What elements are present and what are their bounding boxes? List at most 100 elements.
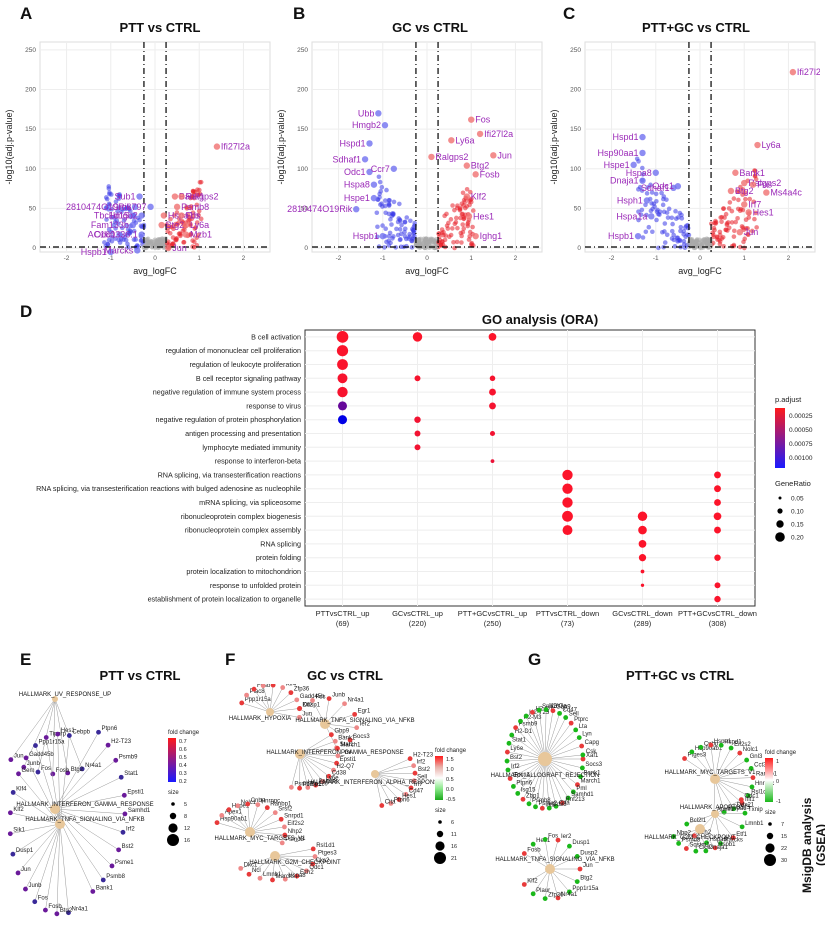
labeled-point xyxy=(639,149,646,157)
scatter-point xyxy=(190,188,196,194)
gene-node xyxy=(749,784,755,790)
gene-node xyxy=(335,753,341,759)
network-edge xyxy=(714,745,722,780)
y-tick-label: 150 xyxy=(297,126,308,133)
gene-node xyxy=(246,871,252,877)
gene-label: Hes1 xyxy=(753,207,774,217)
go-term-label: response to virus xyxy=(246,401,301,410)
gene-node xyxy=(10,790,16,795)
gene-node xyxy=(563,715,569,720)
panel-letter-a: A xyxy=(20,4,33,23)
legend-size-tick: 0.20 xyxy=(791,535,804,542)
scatter-point xyxy=(122,234,128,240)
scatter-point xyxy=(459,211,465,217)
pathway-label: HALLMARK_HYPOXIA xyxy=(229,716,291,722)
network-edge xyxy=(374,773,415,781)
scatter-point xyxy=(116,221,121,226)
x-tick-label: -2 xyxy=(609,255,615,262)
go-dot xyxy=(489,430,496,437)
network-edge xyxy=(299,734,332,755)
gene-node-label: Dusp2 xyxy=(580,850,598,856)
scatter-point xyxy=(109,234,115,240)
gene-node xyxy=(718,742,724,748)
scatter-point xyxy=(673,208,678,214)
gene-node-label: Bst2 xyxy=(510,755,523,761)
scatter-point xyxy=(120,206,125,212)
legend-color-tick: 0.00100 xyxy=(789,455,813,462)
gene-node-label: Jun xyxy=(302,711,312,717)
scatter-point xyxy=(685,225,691,231)
network-edge xyxy=(228,809,251,833)
gene-node xyxy=(567,843,572,849)
scatter-point xyxy=(720,234,726,240)
gene-node xyxy=(396,797,402,802)
scatter-point xyxy=(384,239,389,245)
labeled-point xyxy=(178,212,185,219)
scatter-point xyxy=(379,184,385,190)
scatter-point xyxy=(638,212,644,217)
go-dot xyxy=(414,444,421,451)
scatter-point xyxy=(180,228,186,234)
gene-node-label: Stat1 xyxy=(124,771,139,777)
network-edge xyxy=(216,822,251,833)
gene-label: Hspd1 xyxy=(612,132,638,142)
group-label: PTT+GCvsCTRL_down xyxy=(678,609,757,618)
gene-node xyxy=(8,757,14,763)
gene-node-label: Fosb xyxy=(56,768,70,774)
gene-label: Odc1 xyxy=(94,230,116,240)
labeled-point xyxy=(465,213,473,220)
scatter-point xyxy=(125,204,131,210)
scatter-point xyxy=(436,239,442,245)
gene-node-label: Zfp36 xyxy=(294,687,310,693)
gene-label: Hspb1 xyxy=(353,231,379,241)
scatter-point xyxy=(752,173,758,179)
x-tick-label: 0 xyxy=(153,255,157,262)
gene-node-label: Dnaja1 xyxy=(709,845,729,851)
y-tick-label: 0 xyxy=(304,245,308,252)
gene-node xyxy=(239,700,245,706)
legend-size-tick: 16 xyxy=(184,838,190,844)
gene-node xyxy=(43,907,48,913)
network-edge xyxy=(544,758,557,807)
legend-size-dot xyxy=(434,852,446,864)
scatter-point xyxy=(645,185,651,190)
scatter-point xyxy=(662,240,668,245)
scatter-point xyxy=(656,245,661,251)
scatter-point xyxy=(434,244,440,249)
scatter-point xyxy=(102,240,107,245)
scatter-point xyxy=(653,191,659,197)
gene-node xyxy=(282,876,288,882)
go-dot xyxy=(714,471,721,479)
gene-node-label: Sp110 xyxy=(542,704,560,710)
network-edge xyxy=(714,813,743,828)
gene-node xyxy=(288,784,294,790)
legend-color-title: fold change xyxy=(765,750,797,756)
gene-node xyxy=(16,771,21,777)
scatter-point xyxy=(670,221,675,227)
gene-node xyxy=(408,785,414,791)
pathway-hub xyxy=(52,696,58,702)
gene-node-label: Apex1 xyxy=(225,809,243,815)
go-term-label: B cell receptor signaling pathway xyxy=(196,374,301,383)
scatter-point xyxy=(380,223,385,228)
scatter-point xyxy=(749,228,755,234)
scatter-point xyxy=(686,241,692,246)
gene-node-label: Btg2 xyxy=(60,908,73,914)
labeled-point xyxy=(736,228,744,236)
scatter-point xyxy=(192,226,198,231)
scatter-point xyxy=(390,236,395,241)
scatter-point xyxy=(188,204,194,209)
gene-node-label: Ly6e xyxy=(326,775,339,781)
go-dot xyxy=(412,332,423,342)
go-dot xyxy=(640,583,645,587)
scatter-point xyxy=(443,233,449,238)
network-edge xyxy=(54,808,124,833)
scatter-point xyxy=(636,159,641,164)
gene-node xyxy=(332,738,338,744)
x-tick-label: -1 xyxy=(380,255,386,262)
gene-label: Dnaja1 xyxy=(610,176,639,186)
gene-node-label: Pml xyxy=(341,750,351,756)
gene-node xyxy=(573,727,579,733)
labeled-point xyxy=(428,153,435,161)
network-edge xyxy=(544,710,554,760)
